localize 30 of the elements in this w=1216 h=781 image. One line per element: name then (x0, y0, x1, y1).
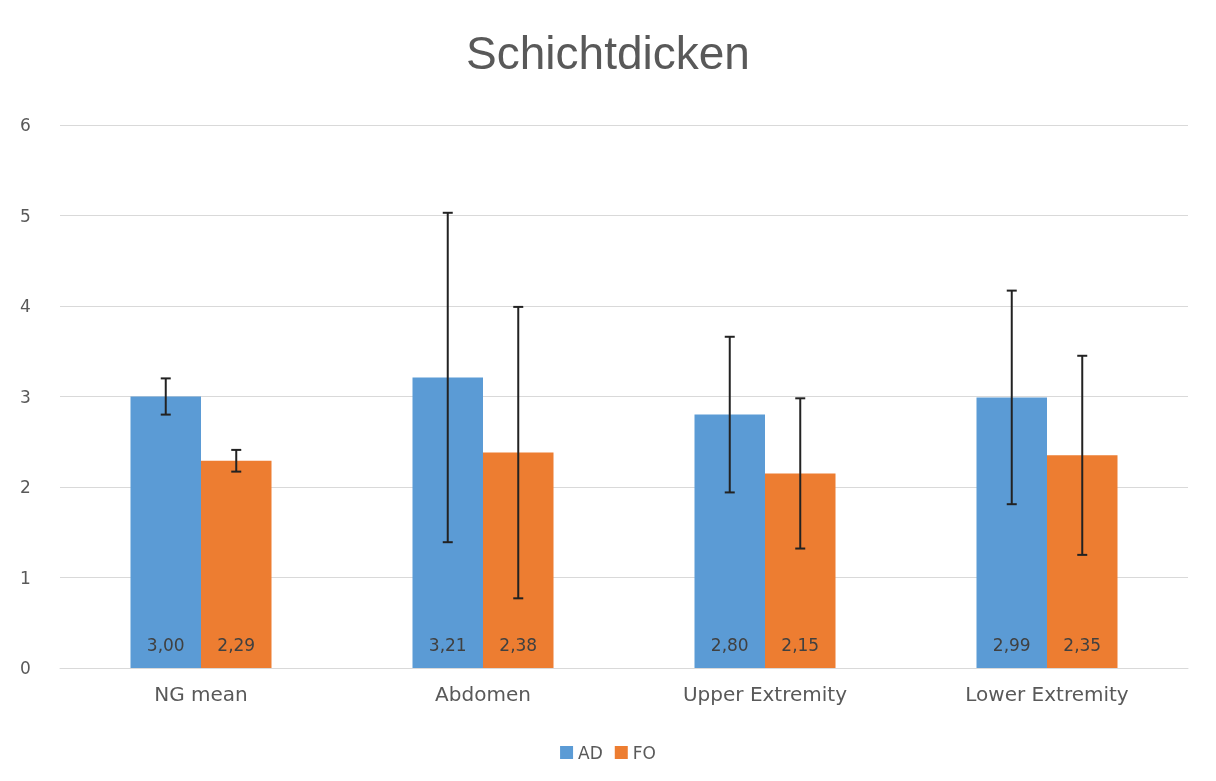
chart-title: Schichtdicken (466, 27, 750, 79)
y-tick-label: 4 (20, 296, 31, 316)
legend-label: FO (632, 742, 656, 763)
bar (976, 397, 1047, 668)
bar (694, 414, 765, 668)
bar (412, 377, 483, 668)
data-label: 2,80 (710, 634, 749, 655)
data-label: 2,29 (217, 634, 256, 655)
legend-label: AD (578, 742, 603, 763)
y-tick-label: 0 (20, 658, 31, 678)
bar (483, 452, 554, 668)
data-label: 3,21 (428, 634, 467, 655)
y-tick-label: 1 (20, 567, 31, 588)
y-tick-label: 2 (20, 477, 31, 497)
bar (201, 460, 272, 668)
x-tick-label: Upper Extremity (682, 682, 848, 706)
data-label: 2,35 (1063, 634, 1102, 655)
bar (1047, 455, 1118, 668)
data-label: 2,99 (992, 634, 1031, 655)
data-label: 3,00 (146, 634, 185, 655)
data-label: 2,38 (499, 634, 538, 655)
bar (765, 473, 836, 668)
x-tick-label: NG mean (154, 682, 248, 706)
data-label: 2,15 (781, 634, 820, 655)
x-tick-label: Lower Extremity (965, 682, 1129, 706)
y-tick-label: 5 (20, 205, 31, 226)
bar (130, 396, 201, 668)
y-tick-label: 3 (20, 386, 31, 407)
y-tick-label: 6 (20, 115, 31, 135)
x-tick-label: Abdomen (435, 682, 531, 706)
